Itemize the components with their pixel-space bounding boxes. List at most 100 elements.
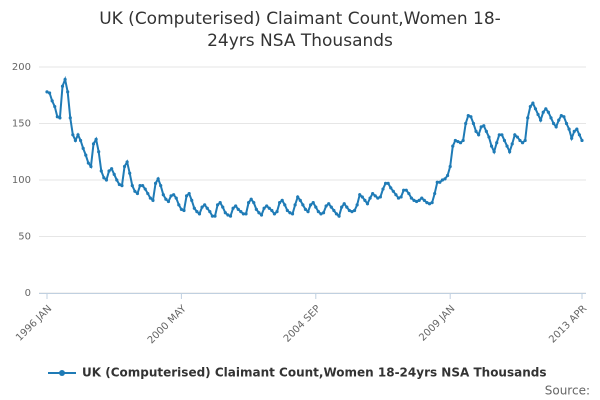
data-point — [554, 125, 558, 129]
data-point — [293, 203, 297, 207]
data-point — [417, 198, 421, 202]
data-point — [161, 193, 165, 197]
data-point — [456, 139, 460, 144]
data-point — [329, 205, 333, 209]
data-point — [438, 180, 442, 184]
data-point — [135, 191, 140, 196]
data-point — [146, 191, 150, 196]
data-point — [461, 138, 465, 143]
data-point — [215, 203, 220, 207]
data-point — [453, 138, 457, 143]
data-point — [373, 194, 377, 198]
data-point — [557, 118, 561, 122]
data-point — [84, 153, 88, 157]
data-point — [290, 212, 295, 216]
data-point — [246, 201, 251, 205]
data-point — [337, 214, 341, 218]
data-point — [223, 211, 227, 215]
data-point — [508, 150, 512, 154]
data-point — [50, 99, 54, 103]
data-point — [58, 116, 62, 120]
data-point — [391, 189, 395, 193]
data-point — [505, 144, 509, 148]
data-point — [130, 184, 134, 188]
data-point — [311, 201, 315, 205]
data-point — [76, 133, 80, 137]
data-point — [399, 195, 403, 199]
data-point — [68, 116, 72, 120]
data-point — [112, 172, 116, 176]
data-point — [345, 205, 349, 209]
data-point — [350, 210, 354, 214]
data-point — [138, 184, 142, 188]
data-point — [239, 210, 243, 214]
data-point — [433, 191, 437, 196]
data-point — [510, 142, 514, 146]
data-point — [469, 115, 473, 119]
data-point — [210, 214, 215, 218]
legend-marker — [59, 370, 65, 376]
data-point — [115, 178, 119, 182]
data-point — [203, 203, 207, 207]
data-point — [562, 115, 566, 119]
data-point — [544, 107, 548, 111]
data-point — [327, 202, 331, 206]
data-point — [218, 201, 222, 205]
data-point — [254, 207, 258, 211]
data-point — [528, 104, 532, 109]
x-tick-label: 1996 JAN — [14, 303, 54, 343]
data-point — [164, 197, 168, 201]
data-point — [97, 150, 101, 154]
data-point — [515, 135, 519, 139]
data-point — [458, 141, 463, 145]
data-point — [45, 90, 49, 94]
data-point — [332, 208, 336, 213]
legend-label: UK (Computerised) Claimant Count,Women 1… — [82, 366, 547, 380]
data-point — [533, 107, 538, 111]
y-tick-label: 50 — [18, 232, 31, 243]
data-point — [541, 110, 545, 114]
data-point — [358, 193, 362, 197]
data-point — [78, 138, 83, 143]
data-point — [73, 138, 78, 143]
data-point — [228, 214, 233, 218]
data-point — [234, 204, 238, 208]
data-point — [551, 121, 556, 126]
data-point — [487, 135, 491, 139]
data-point — [435, 180, 439, 184]
data-point — [110, 167, 114, 171]
data-point — [352, 208, 357, 213]
data-point — [484, 129, 488, 134]
data-point — [347, 208, 351, 213]
data-point — [520, 141, 525, 145]
data-point — [122, 164, 127, 169]
data-point — [143, 187, 147, 191]
data-point — [371, 191, 375, 196]
data-point — [120, 184, 124, 188]
data-point — [474, 129, 478, 134]
data-point — [66, 90, 70, 94]
data-point — [298, 198, 302, 202]
data-point — [495, 141, 499, 145]
data-point — [546, 110, 551, 114]
data-point — [409, 196, 414, 200]
data-point — [513, 133, 517, 137]
x-tick-label: 2009 JAN — [417, 303, 457, 343]
data-point — [559, 113, 563, 118]
data-point — [363, 198, 367, 202]
data-point — [430, 201, 434, 205]
data-point — [564, 121, 569, 126]
data-point — [177, 203, 181, 207]
x-tick-label: 2000 MAY — [146, 303, 189, 346]
data-point — [536, 112, 540, 117]
data-point — [471, 121, 476, 126]
data-point — [89, 164, 93, 169]
data-point — [386, 181, 390, 185]
y-tick-label: 100 — [12, 175, 31, 186]
data-point — [580, 138, 584, 143]
data-point — [451, 144, 455, 148]
data-point — [314, 205, 318, 209]
data-point — [166, 199, 171, 204]
data-point — [236, 207, 240, 211]
data-point — [205, 206, 209, 210]
